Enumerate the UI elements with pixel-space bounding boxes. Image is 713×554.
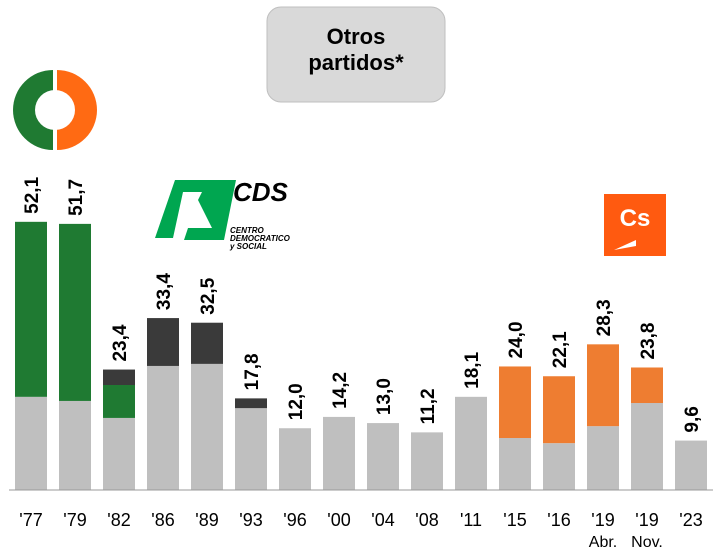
bar-segment (235, 398, 267, 409)
bar-segment (499, 366, 531, 439)
cds-subtext: y SOCIAL (229, 242, 267, 251)
bar-segment (279, 428, 311, 490)
bar-segment (103, 369, 135, 385)
x-tick-label: '11 (460, 510, 482, 530)
bar-segment (411, 432, 443, 490)
x-tick-label: '00 (327, 510, 350, 530)
x-tick-label: '79 (63, 510, 86, 530)
value-label: 13,0 (374, 378, 395, 415)
x-tick-label: '93 (239, 510, 262, 530)
x-tick-label: '16 (547, 510, 570, 530)
cds-text: CDS (233, 177, 289, 207)
bar-segment (103, 417, 135, 490)
value-label: 23,4 (110, 324, 131, 361)
bar-segment (15, 221, 47, 397)
bar-segment (587, 426, 619, 490)
value-label: 17,8 (242, 353, 263, 390)
x-tick-label: '15 (503, 510, 526, 530)
bar-segment (631, 403, 663, 490)
bar-segment (191, 363, 223, 490)
value-label: 32,5 (198, 277, 219, 314)
bar-segment (543, 376, 575, 444)
x-tick-label: '23 (679, 510, 702, 530)
x-tick-label: '08 (415, 510, 438, 530)
value-label: 9,6 (682, 406, 703, 432)
x-tick-label: '86 (151, 510, 174, 530)
value-label: 28,3 (594, 299, 615, 336)
value-label: 12,0 (286, 383, 307, 420)
bar-segment (455, 396, 487, 490)
bar-segment (147, 318, 179, 366)
bar-segment (631, 367, 663, 404)
cs-logo: Cs (604, 194, 666, 256)
x-tick-label: '77 (19, 510, 42, 530)
value-label: 11,2 (418, 388, 439, 424)
bar-segment (59, 223, 91, 401)
value-label: 22,1 (550, 331, 571, 368)
x-tick-label: '19 (635, 510, 658, 530)
value-label: 23,8 (638, 323, 659, 360)
bar-segment (499, 438, 531, 490)
bar-segment (543, 443, 575, 490)
x-tick-label: '89 (195, 510, 218, 530)
bar-segment (59, 400, 91, 490)
x-tick-label: '04 (371, 510, 394, 530)
cds-subtext: CENTRO (230, 226, 265, 235)
value-label: 52,1 (22, 176, 43, 213)
bar-segment (15, 396, 47, 490)
cs-text: Cs (620, 205, 651, 232)
bar-segment (147, 365, 179, 490)
bar-segment (103, 384, 135, 418)
x-tick-label: '19 (591, 510, 614, 530)
title-box (266, 6, 446, 103)
chart-title: Otros partidos* (308, 24, 404, 75)
value-label: 24,0 (506, 321, 527, 358)
bar-segment (235, 408, 267, 490)
value-label: 33,4 (154, 273, 175, 310)
value-label: 51,7 (66, 179, 87, 216)
bar-segment (367, 423, 399, 490)
ucd-logo (13, 68, 97, 152)
cds-subtext: DEMOCRATICO (230, 234, 291, 243)
bar-segment (323, 416, 355, 490)
bar-segment (675, 440, 707, 490)
x-sublabel: Nov. (631, 534, 663, 549)
x-sublabel: Abr. (589, 534, 617, 549)
bar-segment (587, 344, 619, 427)
value-label: 14,2 (330, 372, 351, 409)
x-tick-label: '96 (283, 510, 306, 530)
value-label: 18,1 (462, 351, 483, 388)
x-tick-label: '82 (107, 510, 130, 530)
bar-segment (191, 322, 223, 364)
cds-logo: CDS CENTRO DEMOCRATICO y SOCIAL (155, 177, 291, 251)
